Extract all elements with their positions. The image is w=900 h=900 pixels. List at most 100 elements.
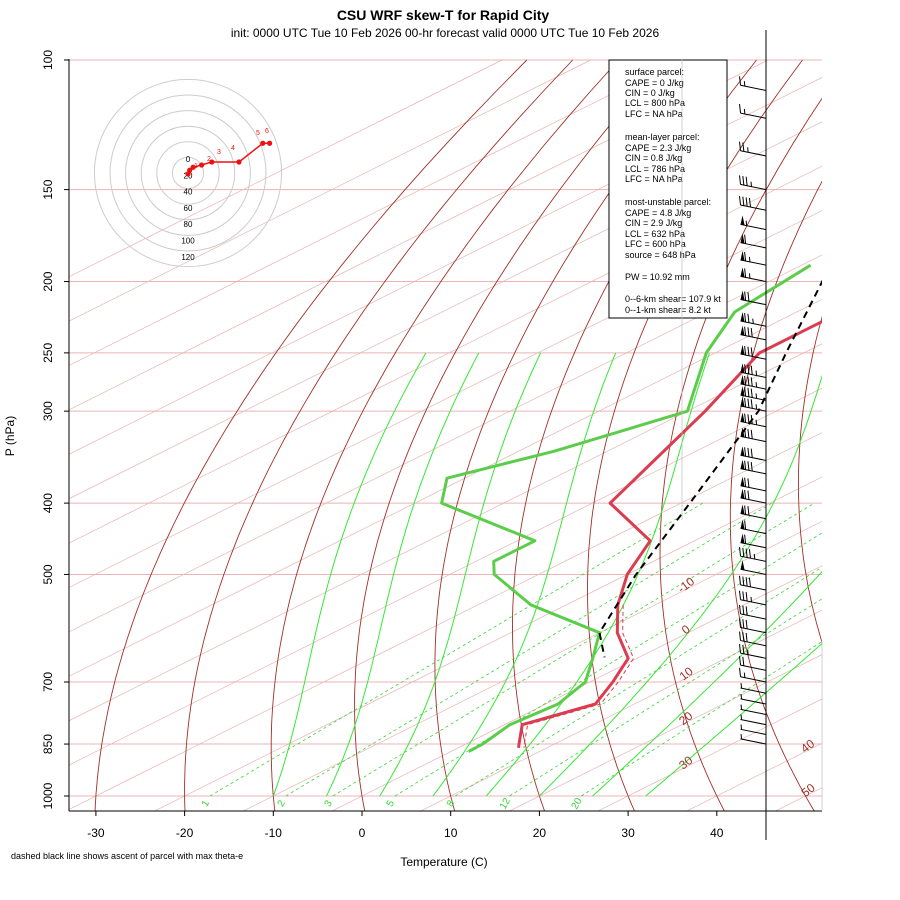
wind-barb-shaft: [740, 259, 767, 266]
hodograph-point: [199, 162, 205, 168]
wind-barb: [740, 374, 767, 390]
wind-barb: [740, 267, 767, 283]
wind-barb-pennant: [740, 396, 745, 407]
wind-barb: [740, 412, 767, 428]
wind-barb-flag: [744, 234, 747, 244]
y-axis-label: P (hPa): [3, 416, 17, 456]
mu-parcel-header: most-unstable parcel:: [625, 197, 711, 207]
wind-barb-shaft: [740, 613, 767, 620]
wind-barb-pennant: [740, 374, 745, 385]
wind-barb-flag: [750, 365, 753, 375]
hodograph-ring: [125, 110, 251, 236]
wind-barb-flag: [745, 197, 748, 207]
wind-barb-half-flag: [747, 147, 749, 153]
mixing-ratio-label: 2: [276, 798, 289, 809]
wind-barb-shaft: [740, 275, 767, 283]
wind-barb-flag: [745, 592, 748, 602]
wind-barb-shaft: [740, 568, 767, 575]
wind-barb-flag: [742, 142, 745, 152]
x-tick-label: 40: [710, 826, 724, 840]
moist-adiabat-line: [485, 352, 710, 797]
wind-barb-shaft: [740, 468, 767, 475]
hodograph-ring: [109, 94, 267, 252]
y-tick-label: 100: [41, 50, 55, 70]
wind-barbs: [739, 76, 767, 745]
wind-barb-half-flag: [743, 108, 746, 115]
wind-barb-flag: [739, 618, 742, 628]
wind-barb-half-flag: [740, 683, 743, 689]
wind-barb-shaft: [740, 204, 767, 211]
moist-adiabat-line: [272, 352, 427, 797]
dry-adiabat-line: [797, 315, 822, 644]
hodograph-ring-label: 0: [186, 155, 191, 164]
moist-adiabat-line: [432, 352, 617, 797]
mixing-ratio-label: 5: [385, 798, 398, 809]
isotherm-line: [69, 387, 822, 766]
wind-barb-shaft: [740, 371, 767, 378]
wind-barb-flag: [747, 387, 750, 397]
wind-barb: [740, 446, 767, 461]
x-tick-label: -20: [176, 826, 194, 840]
wind-barb-flag: [742, 196, 745, 206]
wind-barb-flag: [739, 104, 742, 114]
hodograph-point: [267, 140, 273, 146]
wind-barb-pennant: [740, 446, 745, 457]
wind-barb-half-flag: [755, 404, 758, 410]
moist-adiabat-line: [645, 642, 822, 797]
wind-barb-shaft: [740, 555, 767, 562]
wind-barb-pennant: [740, 476, 745, 487]
hodograph-point-label: 5: [256, 130, 260, 137]
wind-barb-shaft: [740, 687, 767, 694]
hodograph: 020406080100120123456: [93, 78, 283, 268]
isotherm-line: [153, 476, 822, 811]
wind-barb-shaft: [740, 334, 767, 341]
mixing-ratio-line: [394, 532, 822, 797]
moist-adiabat-line: [326, 352, 480, 797]
wind-barb: [740, 215, 767, 231]
x-tick-label: 10: [444, 826, 458, 840]
wind-barb-flag: [742, 632, 745, 642]
wind-barb-flag: [739, 195, 742, 206]
wind-barb-flag: [744, 520, 747, 530]
wind-barb-flag: [744, 313, 747, 323]
wind-barb-pennant: [740, 504, 745, 515]
wind-barb-flag: [747, 461, 750, 471]
wind-barb: [740, 427, 767, 443]
wind-barb-pennant: [740, 233, 745, 244]
wind-barb-shaft: [740, 513, 767, 520]
wind-barb: [740, 312, 767, 327]
wind-barb-pennant: [740, 363, 745, 374]
wind-barb: [740, 533, 767, 549]
wind-barb-shaft: [740, 599, 767, 606]
wind-barb-flag: [744, 505, 747, 515]
wind-barb: [740, 459, 767, 475]
wind-barb-flag: [744, 534, 747, 544]
wind-barb-flag: [745, 606, 748, 616]
mixing-ratio-lines: [209, 502, 822, 797]
wind-barb-flag: [747, 292, 750, 302]
isotherm-line: [419, 609, 822, 811]
wind-barb-half-flag: [750, 181, 752, 187]
wind-barb-half-flag: [745, 220, 748, 226]
wind-barb-flag: [739, 644, 742, 654]
wind-barb-half-flag: [748, 256, 751, 262]
wind-barb-flag: [739, 590, 742, 600]
wind-barb: [740, 386, 767, 401]
wind-barb: [739, 618, 767, 634]
isotherm-line: [69, 165, 822, 544]
wind-barb: [739, 195, 767, 211]
hodograph-point-label: 1: [194, 163, 198, 170]
isotherm-line: [69, 59, 503, 278]
mu-parcel-source: source = 648 hPa: [625, 250, 696, 260]
wind-barb-shaft: [740, 223, 767, 231]
wind-barb-flag: [739, 175, 742, 185]
wind-barb-flag: [744, 326, 747, 336]
wind-barb-half-flag: [755, 419, 758, 425]
isotherm-lines: [69, 59, 822, 811]
wind-barb-shaft: [740, 454, 767, 461]
dry-adiabat-line: [659, 97, 822, 811]
wind-barb: [740, 488, 767, 504]
wind-barb-half-flag: [755, 382, 758, 388]
wind-barb-flag: [742, 547, 745, 557]
mixed-parcel-lcl: LCL = 786 hPa: [625, 164, 685, 174]
